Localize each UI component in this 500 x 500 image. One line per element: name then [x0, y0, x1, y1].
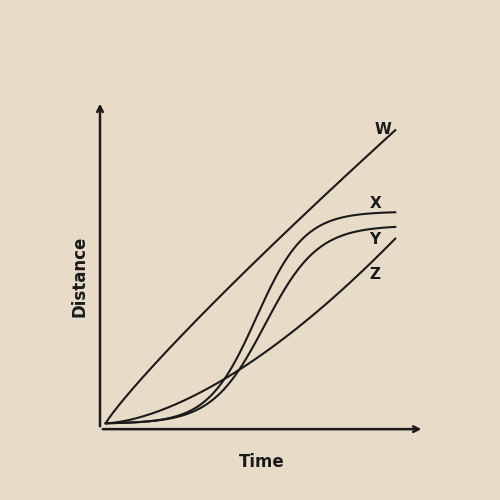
Text: Y: Y — [369, 232, 380, 247]
Text: Time: Time — [239, 452, 285, 470]
Text: W: W — [375, 122, 392, 137]
Text: Distance: Distance — [70, 236, 88, 318]
Text: Z: Z — [369, 268, 380, 282]
Text: X: X — [369, 196, 381, 210]
